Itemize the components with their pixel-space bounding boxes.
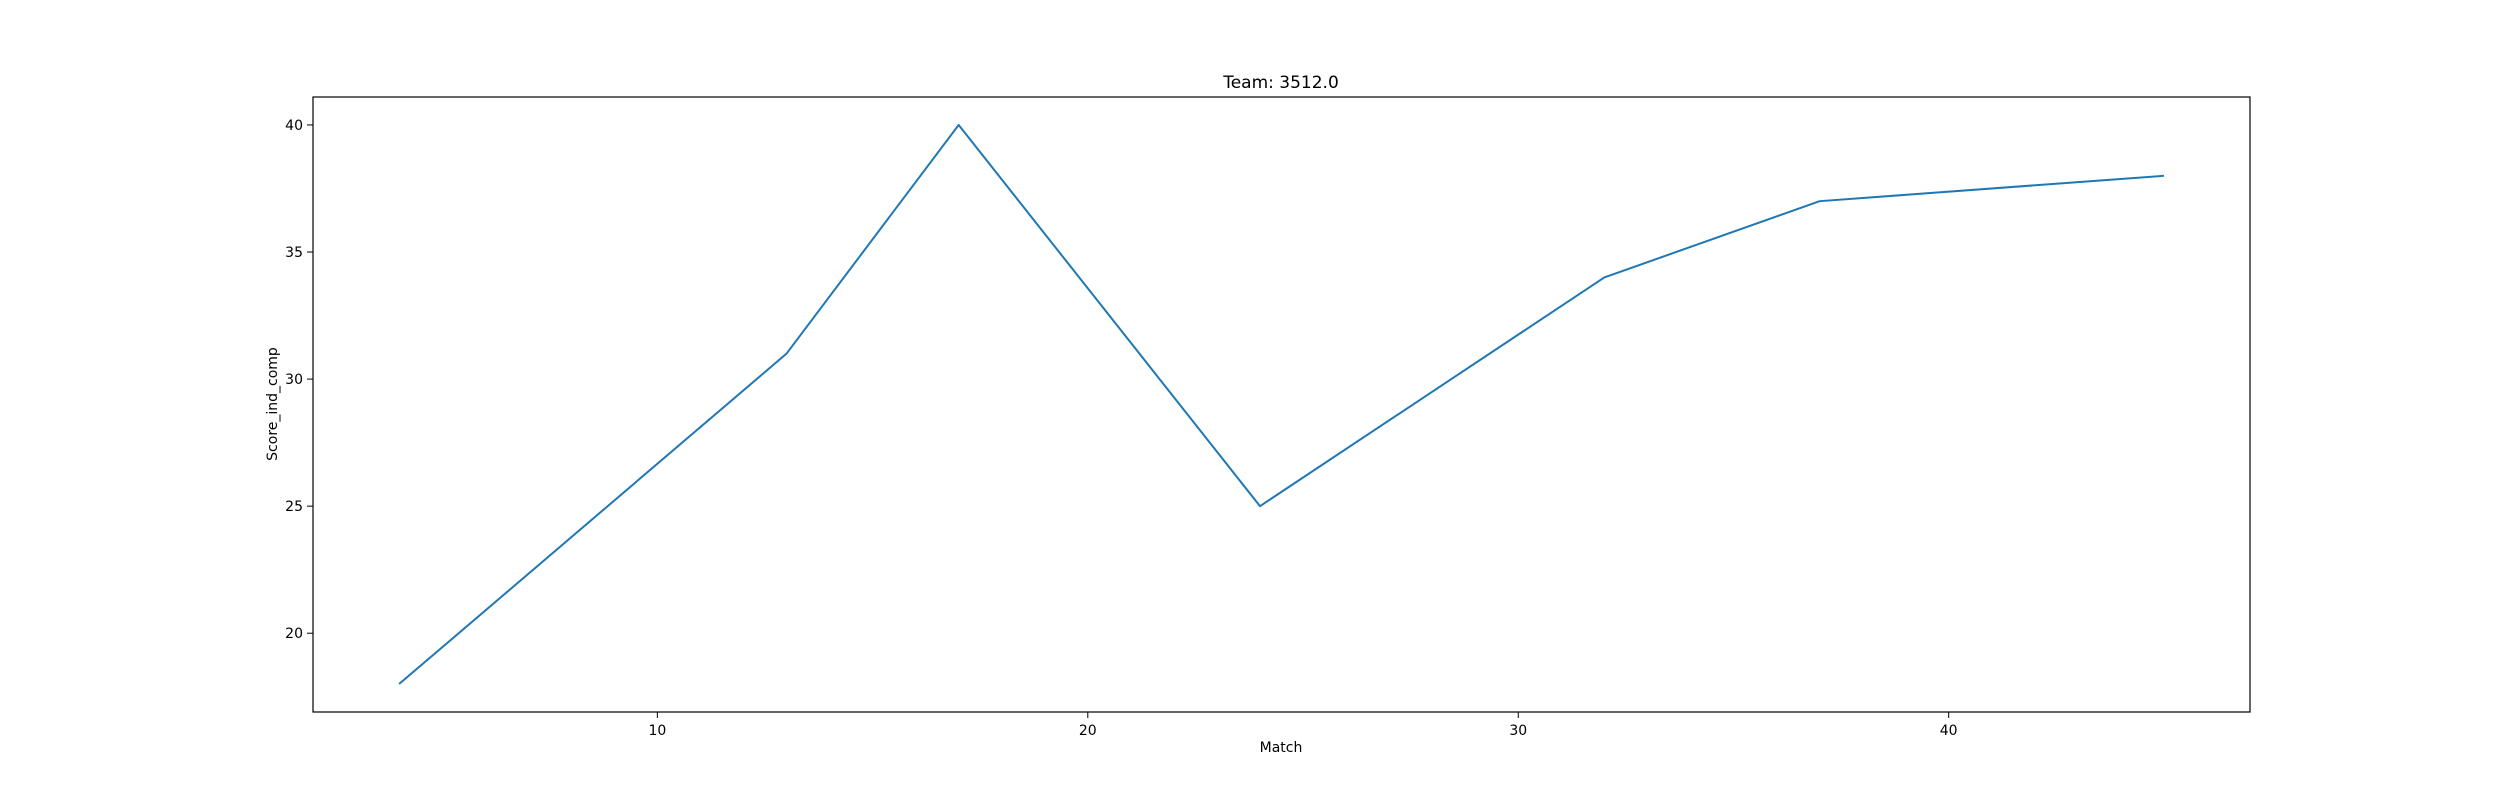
- y-axis-label: Score_ind_comp: [265, 347, 281, 461]
- y-tick-label: 35: [285, 245, 303, 261]
- y-axis-ticks: 20 25 30 35 40: [285, 118, 313, 642]
- series-line: [398, 123, 2164, 685]
- x-tick-label: 10: [648, 723, 666, 739]
- y-tick-label: 20: [285, 626, 303, 642]
- x-tick-label: 20: [1079, 723, 1097, 739]
- x-axis-label: Match: [1260, 740, 1303, 756]
- y-tick-label: 40: [285, 118, 303, 134]
- y-tick-label: 25: [285, 499, 303, 515]
- chart-title: Team: 3512.0: [1222, 73, 1339, 93]
- x-tick-label: 30: [1509, 723, 1527, 739]
- plot-area: [312, 96, 2251, 713]
- y-tick-label: 30: [285, 372, 303, 388]
- x-tick-label: 40: [1940, 723, 1958, 739]
- series-layer: [398, 123, 2164, 685]
- x-axis-ticks: 10 20 30 40: [648, 712, 1958, 739]
